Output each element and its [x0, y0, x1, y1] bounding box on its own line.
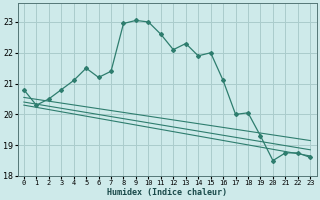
X-axis label: Humidex (Indice chaleur): Humidex (Indice chaleur) [107, 188, 227, 197]
